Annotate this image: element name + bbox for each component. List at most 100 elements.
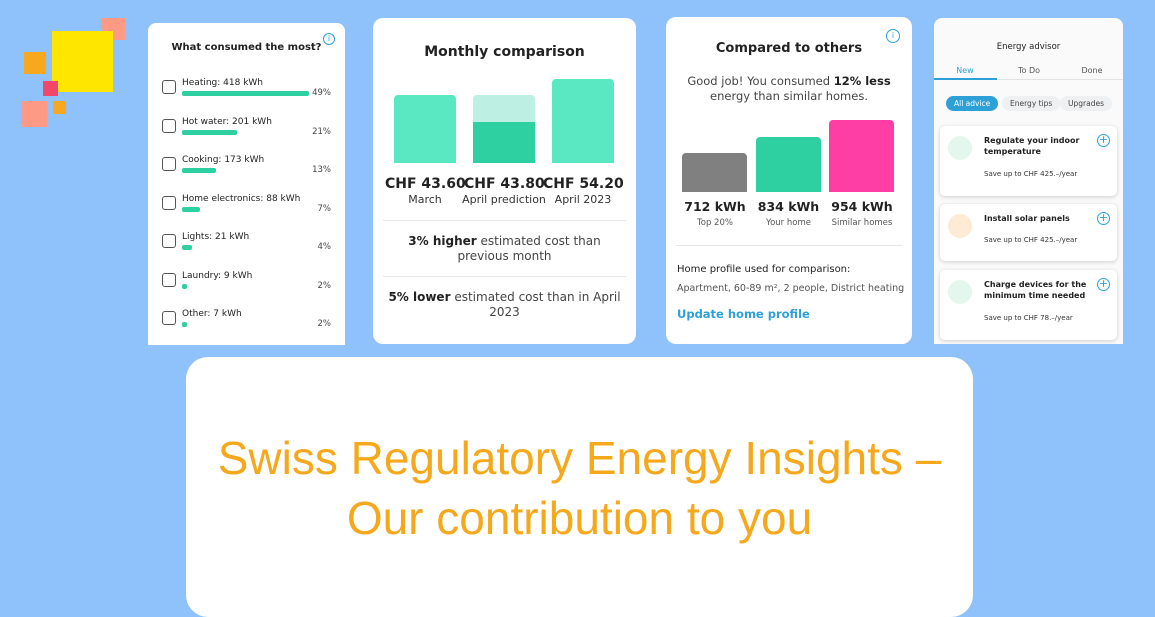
item-icon xyxy=(162,272,176,287)
filter[interactable]: Energy tips xyxy=(1002,96,1061,111)
filter[interactable]: Upgrades xyxy=(1060,96,1112,111)
usage-bar xyxy=(755,136,821,192)
advice-icon xyxy=(948,214,972,238)
share-label: 2% xyxy=(317,280,332,291)
card-title: Energy advisor xyxy=(996,42,1061,52)
share-bar xyxy=(182,129,237,135)
card-title: What consumed the most? xyxy=(171,42,322,53)
decor xyxy=(24,52,46,74)
tab[interactable]: To Do xyxy=(1017,66,1041,75)
group-label: Similar homes xyxy=(831,218,893,228)
item-icon xyxy=(162,157,176,171)
advice-saving: Save up to CHF 425.–/year xyxy=(984,236,1078,244)
tab[interactable]: Done xyxy=(1081,66,1103,75)
message: Good job! You consumed 12% less energy t… xyxy=(686,74,892,104)
profile: Apartment, 60-89 m², 2 people, District … xyxy=(677,283,905,294)
advice-card[interactable]: Install solar panels Save up to CHF 425.… xyxy=(940,204,1117,261)
decor xyxy=(52,31,113,92)
share-bar xyxy=(182,283,188,289)
message-text: energy than similar homes. xyxy=(710,89,868,103)
cost-bar xyxy=(473,95,535,163)
banner-line: Swiss Regulatory Energy Insights – xyxy=(217,432,942,484)
cost-bar xyxy=(552,78,614,163)
decor xyxy=(53,101,66,114)
banner: Swiss Regulatory Energy Insights – Our c… xyxy=(186,357,973,617)
note-text: estimated cost than in April 2023 xyxy=(454,290,621,319)
share-label: 21% xyxy=(312,126,331,137)
item-icon xyxy=(162,311,176,325)
add-button[interactable]: + xyxy=(1097,133,1110,147)
usage-label: 954 kWh xyxy=(831,199,893,214)
share-bar xyxy=(182,322,188,327)
cost-bar xyxy=(394,95,456,163)
advisor-card: Energy advisor New To Do Done All advice… xyxy=(934,18,1123,344)
advice-card[interactable]: Charge devices for the minimum time need… xyxy=(940,270,1117,340)
item-label: Heating: 418 kWh xyxy=(182,78,264,88)
decor xyxy=(43,81,58,96)
info-icon[interactable]: i xyxy=(323,33,335,45)
usage-label: 834 kWh xyxy=(757,199,820,214)
period-label: April 2023 xyxy=(554,193,612,206)
share-bar xyxy=(182,168,216,173)
item-label: Other: 7 kWh xyxy=(182,309,242,319)
advice-title: Regulate your indoor temperature xyxy=(984,136,1080,156)
usage-label: 712 kWh xyxy=(684,199,746,214)
note-bold: 5% lower xyxy=(388,290,451,304)
monthly-card: Monthly comparison CHF 43.60 March CHF 43.… xyxy=(373,18,636,344)
advice-title: Install solar panels xyxy=(984,214,1070,223)
info-icon[interactable]: i xyxy=(886,29,900,43)
profile-heading: Home profile used for comparison: xyxy=(677,264,851,275)
advice-icon xyxy=(948,280,972,304)
cost-bar-actual xyxy=(473,122,535,163)
advice-title: Charge devices for the minimum time need… xyxy=(984,280,1087,300)
filter[interactable]: All advice xyxy=(946,96,999,111)
period-label: April prediction xyxy=(462,193,546,206)
item-label: Hot water: 201 kWh xyxy=(182,116,272,127)
period-label: March xyxy=(408,193,442,206)
add-button[interactable]: + xyxy=(1097,211,1110,225)
advice-saving: Save up to CHF 425.–/year xyxy=(984,170,1078,178)
add-button[interactable]: + xyxy=(1097,277,1110,291)
share-bar xyxy=(182,245,193,250)
share-bar xyxy=(182,91,310,96)
item-icon xyxy=(162,195,176,210)
share-bar xyxy=(182,206,201,212)
advice-card[interactable]: Regulate your indoor temperature Save up… xyxy=(940,126,1117,196)
share-label: 49% xyxy=(312,88,331,98)
banner-line: Our contribution to you xyxy=(346,492,813,544)
usage-bar xyxy=(682,153,747,192)
divider xyxy=(676,245,902,246)
usage-bar xyxy=(829,120,894,192)
tab[interactable]: New xyxy=(956,66,974,75)
cost-label: CHF 43.60 xyxy=(385,176,466,192)
item-label: Cooking: 173 kWh xyxy=(182,155,265,165)
message-bold: 12% less xyxy=(833,74,891,88)
divider xyxy=(383,276,626,277)
note: 3% higher estimated cost than previous m… xyxy=(385,234,624,264)
item-label: Laundry: 9 kWh xyxy=(182,270,253,281)
consumption-card: What consumed the most? i Heating: 418 k… xyxy=(148,23,345,345)
group-label: Top 20% xyxy=(697,218,733,228)
others-card: Compared to others i Good job! You consu… xyxy=(666,17,912,344)
item-icon xyxy=(162,80,176,94)
share-label: 2% xyxy=(317,319,332,329)
item-icon xyxy=(162,118,176,133)
cost-label: CHF 54.20 xyxy=(543,176,624,192)
share-label: 13% xyxy=(312,165,331,175)
item-icon xyxy=(162,234,176,248)
share-label: 4% xyxy=(317,242,332,252)
decor xyxy=(21,101,47,127)
tab-underline xyxy=(934,78,997,80)
message-text: Good job! You consumed xyxy=(687,74,831,88)
card-title: Compared to others xyxy=(715,41,863,56)
divider xyxy=(383,220,626,221)
divider xyxy=(997,78,1123,80)
update-link[interactable]: Update home profile xyxy=(677,307,810,321)
item-label: Home electronics: 88 kWh xyxy=(182,193,301,204)
note: 5% lower estimated cost than in April 20… xyxy=(385,290,624,320)
card-title: Monthly comparison xyxy=(424,44,585,60)
advice-saving: Save up to CHF 78.–/year xyxy=(984,314,1073,322)
note-text: estimated cost than previous month xyxy=(457,234,601,263)
note-bold: 3% higher xyxy=(408,234,477,248)
